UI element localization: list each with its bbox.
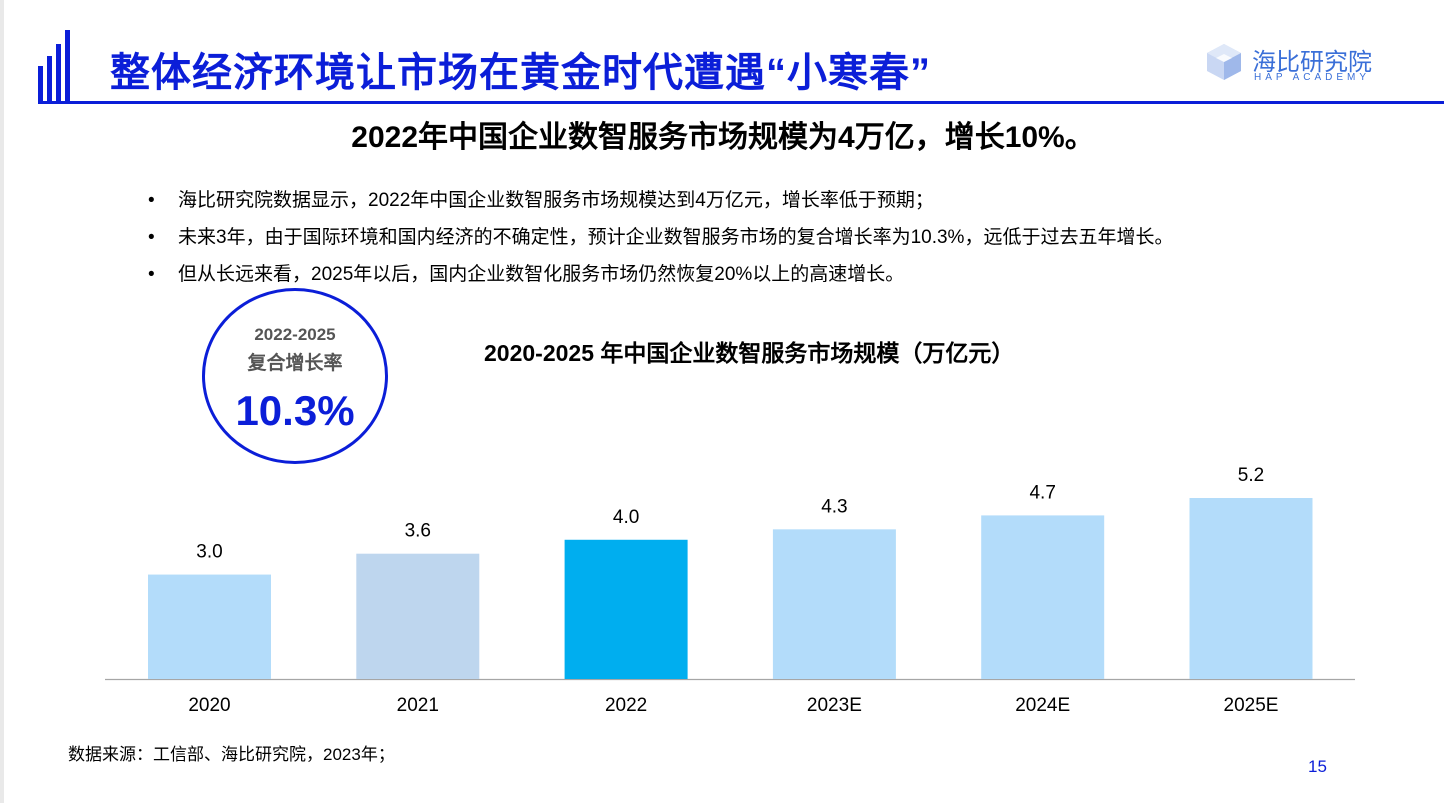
left-edge-strip [0, 0, 4, 803]
data-label-2023E: 4.3 [821, 496, 847, 517]
bullet-item: • 但从长远来看，2025年以后，国内企业数智化服务市场仍然恢复20%以上的高速增… [148, 256, 1173, 293]
bullet-text: 未来3年，由于国际环境和国内经济的不确定性，预计企业数智服务市场的复合增长率为1… [178, 227, 1174, 248]
data-label-2024E: 4.7 [1029, 482, 1055, 503]
cagr-value: 10.3% [235, 387, 355, 434]
title-underline [38, 101, 1444, 104]
bar-2020 [148, 574, 271, 679]
data-label-2021: 3.6 [405, 521, 431, 542]
title-decoration-bars [38, 30, 72, 102]
bullet-dot: • [148, 227, 155, 248]
cube-logo-icon [1207, 44, 1241, 80]
logo-name: 海比研究院 [1252, 49, 1372, 76]
tick-label-2021: 2021 [397, 695, 439, 716]
tick-label-2020: 2020 [188, 695, 230, 716]
bullet-text: 但从长远来看，2025年以后，国内企业数智化服务市场仍然恢复20%以上的高速增长… [178, 264, 905, 285]
tick-label-2025E: 2025E [1224, 695, 1279, 716]
headline: 2022年中国企业数智服务市场规模为4万亿，增长10%。 [351, 121, 1095, 154]
bullet-dot: • [148, 190, 155, 211]
page-number: 15 [1308, 757, 1327, 776]
bar-2024E [981, 515, 1105, 679]
bullet-text: 海比研究院数据显示，2022年中国企业数智服务市场规模达到4万亿元，增长率低于预… [178, 190, 934, 211]
tick-label-2023E: 2023E [807, 695, 862, 716]
logo-subtitle: HAP ACADEMY [1254, 72, 1371, 83]
source-note: 数据来源：工信部、海比研究院，2023年； [68, 745, 395, 764]
bullet-item: • 海比研究院数据显示，2022年中国企业数智服务市场规模达到4万亿元，增长率低于… [148, 182, 1173, 219]
data-label-2022: 4.0 [613, 507, 639, 528]
data-label-2025E: 5.2 [1238, 465, 1264, 486]
tick-label-2022: 2022 [605, 695, 647, 716]
bar-2022 [564, 539, 688, 679]
tick-label-2024E: 2024E [1015, 695, 1070, 716]
bar-2025E [1189, 498, 1313, 679]
cagr-years: 2022-2025 [254, 325, 336, 344]
cagr-label: 复合增长率 [247, 353, 343, 374]
logo: 海比研究院 HAP ACADEMY [1204, 40, 1384, 88]
bullet-list: • 海比研究院数据显示，2022年中国企业数智服务市场规模达到4万亿元，增长率低于… [148, 182, 1173, 293]
data-label-2020: 3.0 [196, 542, 222, 563]
bar-2023E [772, 529, 896, 679]
bullet-item: • 未来3年，由于国际环境和国内经济的不确定性，预计企业数智服务市场的复合增长率为… [148, 219, 1173, 256]
chart-title: 2020-2025 年中国企业数智服务市场规模（万亿元） [484, 340, 1015, 366]
bar-2021 [356, 553, 480, 679]
bullet-dot: • [148, 264, 155, 285]
cagr-callout-circle: 2022-2025 复合增长率 10.3% [202, 288, 388, 464]
slide-title: 整体经济环境让市场在黄金时代遭遇“小寒春” [110, 51, 931, 95]
